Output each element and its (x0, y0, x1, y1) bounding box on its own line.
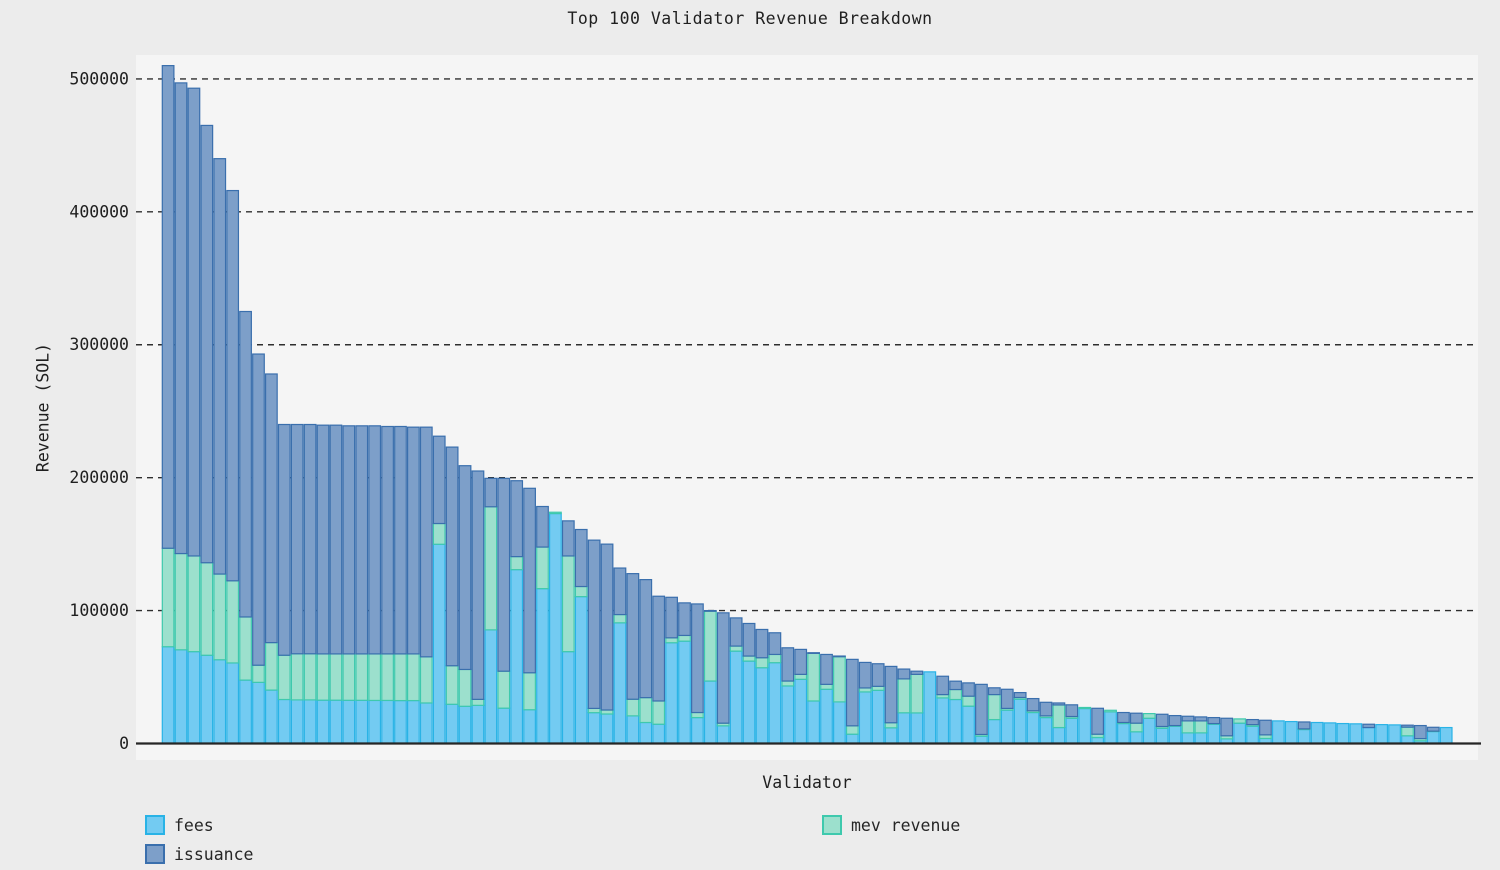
legend-item-issuance: issuance (145, 844, 253, 864)
y-tick-label: 200000 (69, 468, 129, 487)
y-tick-label: 400000 (69, 202, 129, 221)
y-axis-label: Revenue (SOL) (33, 342, 53, 473)
y-tick-label: 0 (119, 734, 129, 753)
issuance-legend-label: issuance (174, 844, 254, 864)
mev-revenue-legend-label: mev revenue (851, 815, 961, 835)
chart-title: Top 100 Validator Revenue Breakdown (567, 9, 933, 28)
y-tick-label: 300000 (69, 335, 129, 354)
y-tick-label: 100000 (69, 601, 129, 620)
mev-revenue-legend-swatch (822, 815, 842, 835)
legend-item-mev-revenue: mev revenue (822, 815, 960, 835)
fees-legend-swatch (145, 815, 165, 835)
legend-item-fees: fees (145, 815, 214, 835)
y-tick-label: 500000 (69, 69, 129, 88)
issuance-legend-swatch (145, 844, 165, 864)
x-axis-label: Validator (762, 773, 852, 792)
fees-legend-label: fees (174, 815, 214, 835)
